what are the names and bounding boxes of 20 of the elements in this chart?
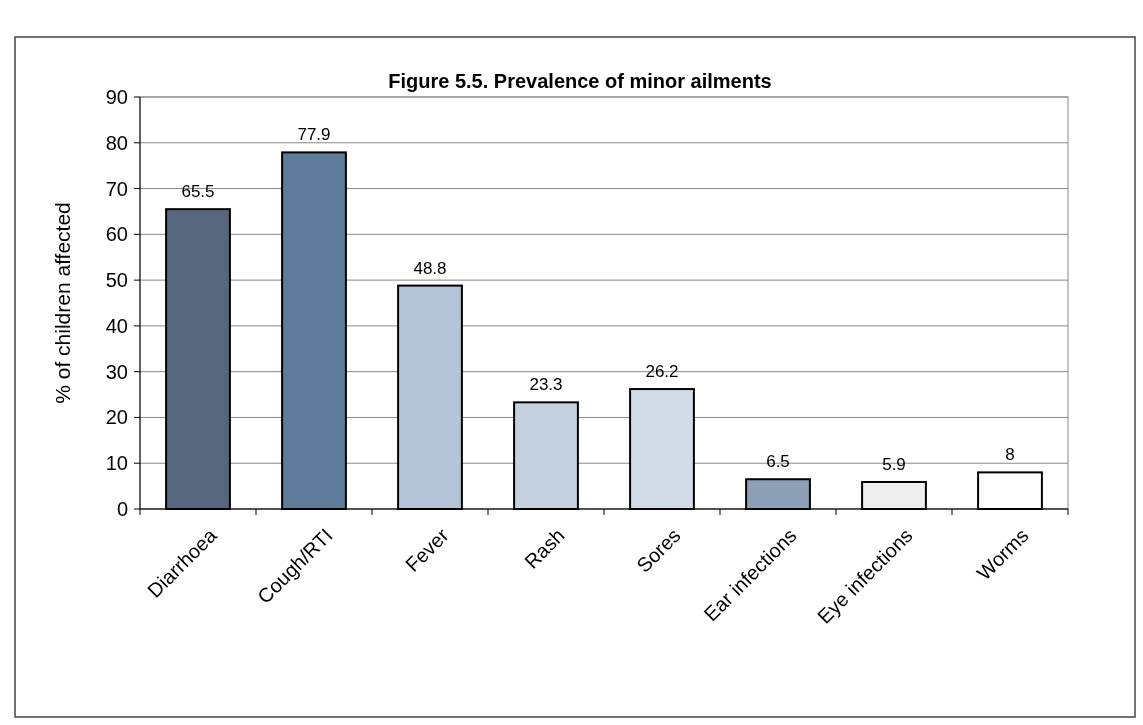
y-tick-label: 40	[105, 314, 128, 337]
data-label: 8	[1005, 445, 1015, 465]
y-tick-label: 0	[116, 498, 128, 520]
y-tick-label: 90	[105, 86, 128, 108]
y-tick-label: 80	[105, 131, 128, 154]
y-tick-label: 20	[105, 406, 128, 429]
data-label: 77.9	[297, 125, 331, 145]
y-tick-label: 30	[105, 360, 128, 383]
data-label: 5.9	[882, 454, 906, 474]
data-label: 48.8	[413, 258, 447, 278]
data-label: 6.5	[766, 452, 790, 472]
chart-title: Figure 5.5. Prevalence of minor ailments	[388, 70, 772, 92]
data-label: 23.3	[529, 375, 563, 395]
y-tick-label: 50	[105, 269, 128, 292]
y-tick-label: 60	[105, 223, 128, 246]
y-tick-label: 10	[105, 452, 128, 475]
data-label: 26.2	[645, 362, 679, 382]
data-label: 65.5	[181, 182, 215, 202]
y-tick-label: 70	[105, 177, 128, 200]
y-axis-title: % of children affected	[51, 202, 74, 404]
